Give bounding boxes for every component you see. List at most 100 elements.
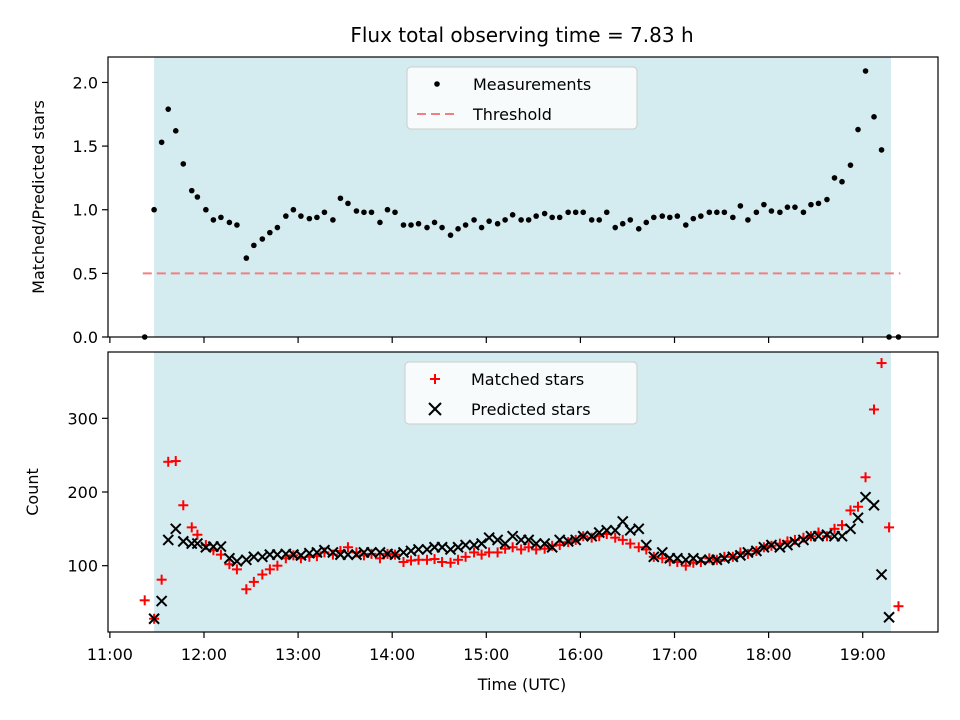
x-tick-label: 16:00 — [557, 645, 603, 664]
measurement-point — [768, 208, 775, 214]
predicted-point-b — [350, 548, 363, 561]
predicted-point — [155, 595, 168, 607]
predicted-point-b — [148, 613, 160, 625]
predicted-point — [765, 539, 778, 551]
predicted-point — [436, 541, 448, 553]
measurement-point — [839, 178, 845, 185]
predicted-point-b — [177, 535, 189, 548]
measurement-point — [815, 200, 822, 207]
measurement-point — [392, 209, 398, 216]
predicted-point-b — [569, 534, 582, 546]
predicted-point-b — [585, 530, 598, 542]
predicted-point-b — [812, 530, 825, 542]
matched-point — [241, 584, 252, 595]
predicted-point-b — [750, 545, 763, 557]
measurement-point — [283, 213, 289, 219]
predicted-point-b — [506, 530, 519, 542]
matched-point — [869, 404, 880, 415]
predicted-point — [162, 534, 174, 546]
matched-point — [610, 532, 621, 543]
measurement-point — [619, 220, 626, 227]
measurement-point — [415, 220, 422, 227]
y-tick-label: 200 — [67, 483, 98, 502]
matched-point — [704, 553, 715, 564]
predicted-point-b — [170, 523, 182, 535]
predicted-point — [875, 568, 888, 581]
predicted-point — [295, 549, 307, 562]
matched-point — [186, 522, 197, 533]
predicted-point-b — [774, 541, 786, 553]
measurement-point — [588, 217, 595, 223]
predicted-point-b — [452, 541, 464, 553]
measurement-point — [172, 128, 179, 134]
matched-point — [860, 472, 871, 483]
predicted-point — [148, 613, 160, 625]
predicted-point — [750, 545, 763, 557]
measurement-point — [565, 209, 571, 216]
measurement-point — [714, 209, 720, 216]
measurement-point — [361, 209, 367, 216]
legend-label: Threshold — [472, 105, 552, 124]
predicted-point — [640, 539, 652, 551]
predicted-point — [412, 543, 425, 556]
measurement-point — [651, 214, 657, 221]
y-tick-label: 1.0 — [73, 201, 98, 220]
measurement-point — [690, 215, 697, 222]
measurement-point — [635, 226, 642, 232]
predicted-point-b — [405, 545, 417, 557]
predicted-point-b — [231, 555, 243, 567]
matched-point — [257, 569, 268, 580]
measurement-point — [368, 209, 375, 216]
matched-point — [248, 576, 259, 587]
measurement-point — [243, 255, 250, 261]
predicted-point-b — [859, 491, 872, 503]
predicted-point-b — [656, 546, 668, 559]
predicted-point — [648, 551, 660, 563]
predicted-point-b — [577, 530, 589, 542]
measurement-point — [471, 217, 477, 223]
measurement-point — [424, 224, 430, 231]
y-tick-label: 0.0 — [73, 328, 98, 347]
predicted-point-b — [868, 499, 880, 511]
predicted-point-b — [459, 539, 472, 551]
measurement-point — [234, 222, 240, 228]
axes-frame — [107, 56, 939, 338]
matched-point — [484, 547, 495, 558]
matched-point — [469, 547, 480, 558]
predicted-point-b — [617, 515, 629, 528]
measurement-point — [777, 209, 783, 216]
matched-point — [893, 601, 904, 612]
predicted-point — [506, 530, 519, 542]
predicted-point-b — [240, 554, 253, 566]
measurement-point — [643, 219, 650, 226]
y-tick-label: 0.5 — [73, 264, 98, 283]
measurement-point — [847, 162, 854, 168]
predicted-point-b — [601, 524, 613, 537]
matched-point — [837, 520, 848, 531]
measurement-point — [808, 201, 814, 208]
measurement-point — [627, 217, 634, 223]
measurement-point — [400, 222, 407, 228]
measurement-point — [855, 126, 861, 133]
measurement-point — [439, 224, 445, 231]
predicted-point-b — [765, 539, 778, 551]
predicted-point — [475, 537, 488, 550]
measurement-point — [210, 217, 217, 223]
measurement-point — [345, 200, 351, 207]
measurement-point — [218, 214, 224, 221]
predicted-point — [569, 534, 582, 546]
matched-point — [215, 549, 226, 560]
measurement-point — [330, 217, 336, 223]
matched-point — [156, 574, 167, 585]
predicted-point — [223, 552, 236, 565]
predicted-point-b — [522, 534, 535, 546]
predicted-point-b — [397, 546, 410, 559]
predicted-point-b — [875, 568, 888, 581]
measurement-point — [683, 222, 689, 228]
measurement-point — [706, 209, 713, 216]
predicted-point-b — [311, 546, 323, 559]
measurement-point — [194, 194, 201, 200]
predicted-point-b — [162, 534, 174, 546]
predicted-point — [789, 536, 801, 548]
predicted-point-b — [758, 541, 770, 553]
